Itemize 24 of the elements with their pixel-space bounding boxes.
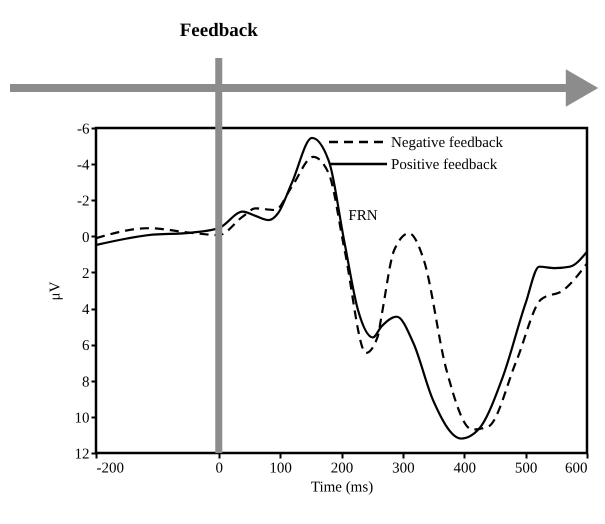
x-tick-label: 400 [454,460,476,476]
y-axis-title: μV [48,281,64,300]
x-tick-label: 500 [514,460,538,476]
y-tick-label: 0 [82,230,90,246]
legend-label: Negative feedback [391,135,504,151]
x-tick-label: 100 [269,460,292,476]
ref-line-label: Feedback [180,20,258,41]
y-tick-label: 8 [82,374,90,390]
x-tick-label: -200 [96,460,124,476]
y-tick-label: -4 [77,158,90,174]
y-tick-label: -2 [77,194,90,210]
y-tick-label: 12 [74,446,90,462]
x-axis-title: Time (ms) [310,480,374,496]
y-tick-label: 10 [74,410,90,426]
x-tick-label: 200 [330,460,354,476]
x-tick-label: 0 [216,460,223,476]
y-tick-label: 4 [82,302,90,318]
x-tick-label: 600 [565,460,588,476]
y-tick-label: 6 [82,338,90,354]
y-tick-label: -6 [77,122,90,138]
annotation: FRN [348,208,378,224]
x-tick-label: 300 [392,460,415,476]
y-tick-label: 2 [82,266,90,282]
legend-label: Positive feedback [391,157,498,173]
